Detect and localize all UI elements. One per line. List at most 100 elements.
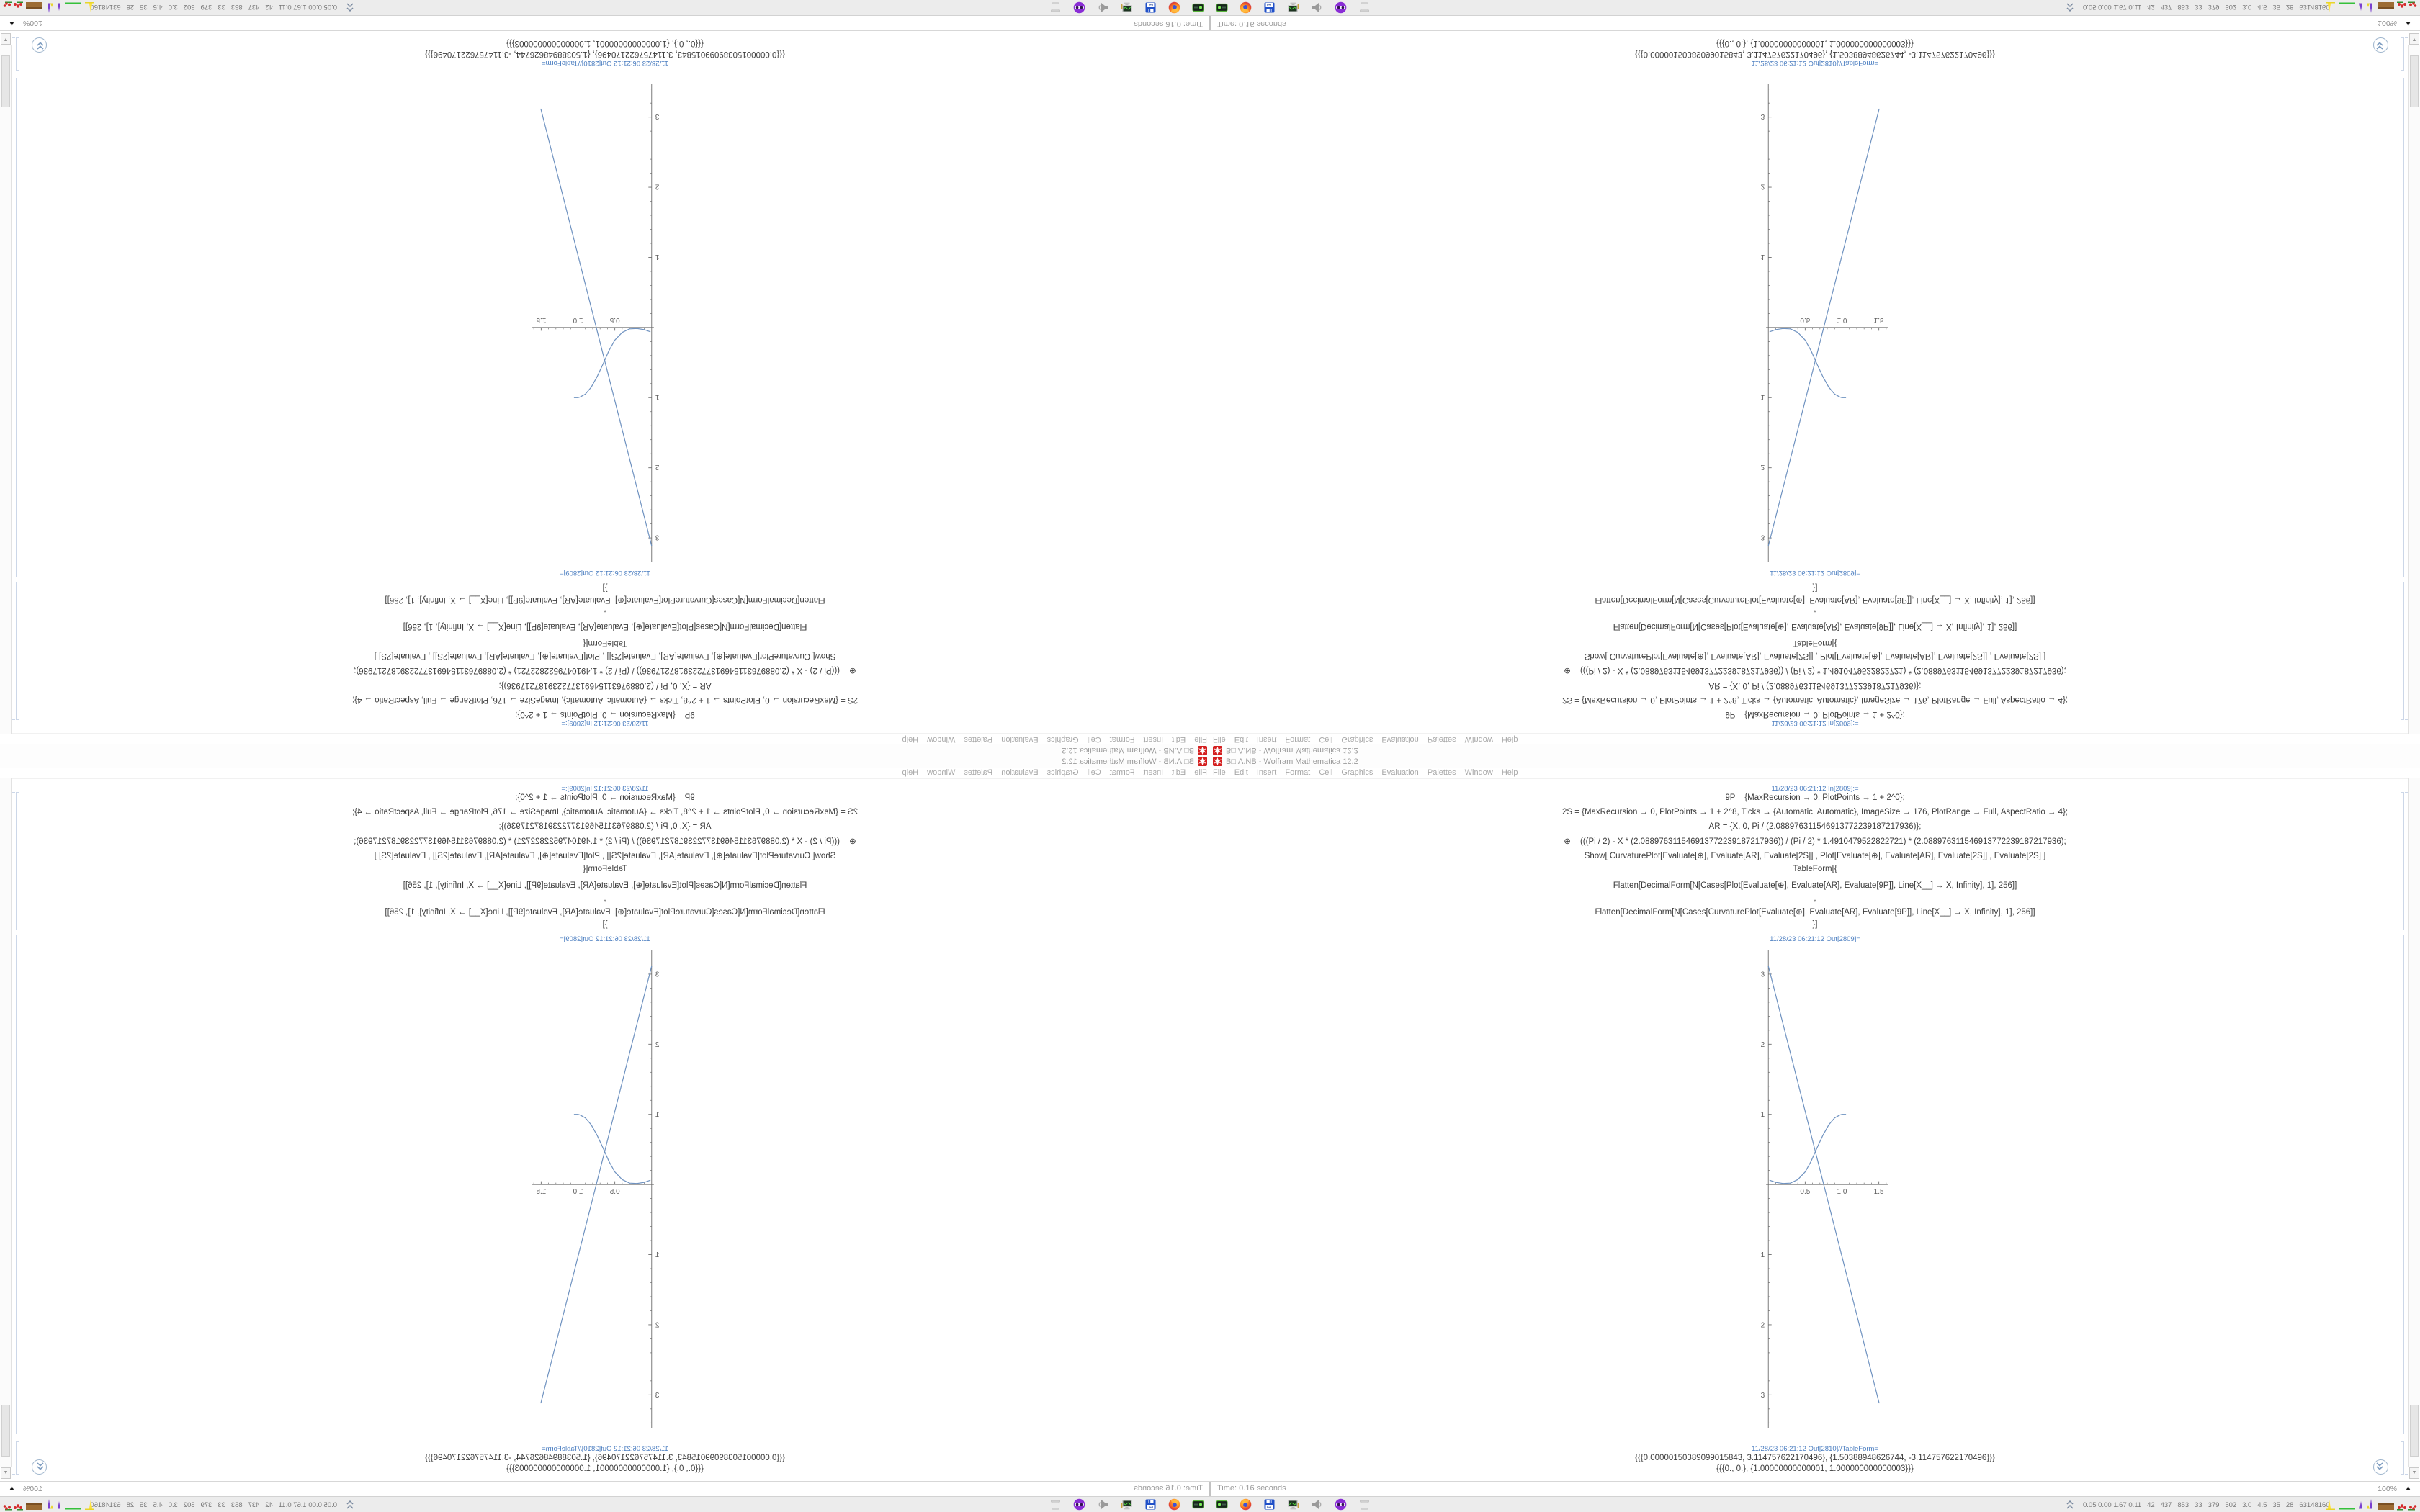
trash-icon[interactable]: [1358, 1, 1371, 14]
firefox-icon[interactable]: [1168, 1, 1180, 14]
code-line[interactable]: ,: [1814, 609, 1816, 618]
scroll-to-bottom-icon[interactable]: [32, 37, 47, 53]
menu-palettes[interactable]: Palettes: [964, 735, 993, 744]
code-line[interactable]: AR = {X, 0, Pi / (2.08897631154691377223…: [498, 681, 712, 690]
magnification-value[interactable]: 100%: [23, 19, 42, 27]
mask-icon[interactable]: [1073, 1498, 1085, 1511]
menu-help[interactable]: Help: [902, 768, 919, 777]
menu-insert[interactable]: Insert: [1143, 768, 1164, 777]
cell-bracket-group[interactable]: [12, 792, 15, 1475]
code-line[interactable]: 9P = {MaxRecursion → 0, PlotPoints → 1 +…: [1725, 793, 1905, 802]
code-line[interactable]: Show[ CurvaturePlot[Evaluate[⊕], Evaluat…: [1584, 652, 2046, 660]
scroll-to-bottom-icon[interactable]: [32, 1459, 47, 1475]
cell-bracket-table-output[interactable]: [16, 37, 19, 71]
menu-edit[interactable]: Edit: [1172, 735, 1186, 744]
menu-graphics[interactable]: Graphics: [1341, 768, 1373, 777]
mask-icon[interactable]: [1073, 1, 1085, 14]
trash-icon[interactable]: [1358, 1498, 1371, 1511]
code-line[interactable]: 2S = {MaxRecursion → 0, PlotPoints → 1 +…: [351, 808, 859, 816]
cell-bracket-table-output[interactable]: [2401, 1441, 2404, 1475]
menu-evaluation[interactable]: Evaluation: [1381, 768, 1419, 777]
floppy-64-icon[interactable]: 64: [1263, 1498, 1276, 1511]
menu-palettes[interactable]: Palettes: [964, 768, 993, 777]
code-line[interactable]: }]: [602, 583, 608, 592]
menu-evaluation[interactable]: Evaluation: [1001, 735, 1039, 744]
scrollbar-down-button[interactable]: ▼: [1, 33, 11, 45]
code-line[interactable]: Flatten[DecimalForm[N[Cases[Plot[Evaluat…: [1613, 622, 2017, 631]
firefox-icon[interactable]: [1240, 1498, 1252, 1511]
code-line[interactable]: 9P = {MaxRecursion → 0, PlotPoints → 1 +…: [515, 710, 695, 719]
code-line[interactable]: AR = {X, 0, Pi / (2.08897631154691377223…: [1708, 822, 1922, 831]
cell-bracket-input[interactable]: [2401, 582, 2404, 720]
cell-bracket-plot-output[interactable]: [16, 935, 19, 1434]
code-line[interactable]: }]: [602, 920, 608, 929]
code-line[interactable]: Show[ CurvaturePlot[Evaluate[⊕], Evaluat…: [374, 852, 836, 860]
menu-help[interactable]: Help: [902, 735, 919, 744]
trash-icon[interactable]: [1049, 1498, 1062, 1511]
mask-icon[interactable]: [1335, 1498, 1347, 1511]
code-line[interactable]: 2S = {MaxRecursion → 0, PlotPoints → 1 +…: [1561, 808, 2069, 816]
menu-cell[interactable]: Cell: [1087, 735, 1101, 744]
menu-file[interactable]: File: [1213, 768, 1226, 777]
menu-insert[interactable]: Insert: [1256, 735, 1277, 744]
vertical-scrollbar[interactable]: [0, 45, 12, 734]
menu-insert[interactable]: Insert: [1143, 735, 1164, 744]
menu-graphics[interactable]: Graphics: [1047, 735, 1079, 744]
code-line[interactable]: TableForm[{: [583, 639, 627, 647]
code-line[interactable]: ⊕ = (((Pi / 2) - X * (2.0889763115469137…: [354, 837, 856, 846]
menu-palettes[interactable]: Palettes: [1427, 735, 1456, 744]
cell-bracket-plot-output[interactable]: [2401, 78, 2404, 577]
code-line[interactable]: ⊕ = (((Pi / 2) - X * (2.0889763115469137…: [354, 666, 856, 675]
scrollbar-thumb[interactable]: [2410, 1405, 2419, 1457]
scroll-to-bottom-icon[interactable]: [2373, 1459, 2388, 1475]
code-line[interactable]: 2S = {MaxRecursion → 0, PlotPoints → 1 +…: [351, 696, 859, 704]
menu-window[interactable]: Window: [1464, 735, 1493, 744]
speaker-icon[interactable]: [1097, 1, 1109, 14]
menu-file[interactable]: File: [1194, 735, 1207, 744]
floppy-64-icon[interactable]: 64: [1144, 1498, 1157, 1511]
trash-icon[interactable]: [1049, 1, 1062, 14]
code-line[interactable]: TableForm[{: [1793, 865, 1837, 873]
code-line[interactable]: ,: [604, 609, 606, 618]
vertical-scrollbar[interactable]: [0, 778, 12, 1467]
monitor-icon[interactable]: [1287, 1, 1299, 14]
code-line[interactable]: }]: [1812, 920, 1818, 929]
code-line[interactable]: TableForm[{: [583, 865, 627, 873]
menu-edit[interactable]: Edit: [1172, 768, 1186, 777]
code-line[interactable]: 9P = {MaxRecursion → 0, PlotPoints → 1 +…: [515, 793, 695, 802]
menu-palettes[interactable]: Palettes: [1427, 768, 1456, 777]
menu-file[interactable]: File: [1213, 735, 1226, 744]
code-line[interactable]: ⊕ = (((Pi / 2) - X * (2.0889763115469137…: [1564, 666, 2066, 675]
code-line[interactable]: Flatten[DecimalForm[N[Cases[CurvaturePlo…: [1595, 908, 2035, 917]
floppy-64-icon[interactable]: 64: [1144, 1, 1157, 14]
monitor-icon[interactable]: [1287, 1498, 1299, 1511]
cell-bracket-plot-output[interactable]: [16, 78, 19, 577]
code-line[interactable]: Flatten[DecimalForm[N[Cases[Plot[Evaluat…: [403, 622, 807, 631]
scrollbar-down-button[interactable]: ▼: [1, 1467, 11, 1479]
menu-format[interactable]: Format: [1109, 768, 1135, 777]
firefox-icon[interactable]: [1168, 1498, 1180, 1511]
code-line[interactable]: Flatten[DecimalForm[N[Cases[Plot[Evaluat…: [403, 881, 807, 890]
menu-edit[interactable]: Edit: [1234, 735, 1248, 744]
code-line[interactable]: Show[ CurvaturePlot[Evaluate[⊕], Evaluat…: [374, 652, 836, 660]
menu-window[interactable]: Window: [927, 768, 956, 777]
speaker-icon[interactable]: [1097, 1498, 1109, 1511]
menu-cell[interactable]: Cell: [1087, 768, 1101, 777]
speaker-icon[interactable]: [1311, 1498, 1323, 1511]
code-line[interactable]: 2S = {MaxRecursion → 0, PlotPoints → 1 +…: [1561, 696, 2069, 704]
menu-window[interactable]: Window: [927, 735, 956, 744]
magnification-marker-icon[interactable]: ▲: [9, 21, 15, 28]
cell-bracket-input[interactable]: [16, 582, 19, 720]
scrollbar-thumb[interactable]: [1, 55, 10, 107]
menu-format[interactable]: Format: [1109, 735, 1135, 744]
firefox-icon[interactable]: [1240, 1, 1252, 14]
scrollbar-thumb[interactable]: [2410, 55, 2419, 107]
magnification-marker-icon[interactable]: ▲: [2405, 1484, 2411, 1491]
code-line[interactable]: ,: [1814, 894, 1816, 903]
cell-bracket-table-output[interactable]: [16, 1441, 19, 1475]
drive-icon[interactable]: [1192, 1498, 1204, 1511]
menu-format[interactable]: Format: [1285, 735, 1311, 744]
code-line[interactable]: Show[ CurvaturePlot[Evaluate[⊕], Evaluat…: [1584, 852, 2046, 860]
monitor-icon[interactable]: [1121, 1, 1133, 14]
menu-help[interactable]: Help: [1501, 735, 1518, 744]
